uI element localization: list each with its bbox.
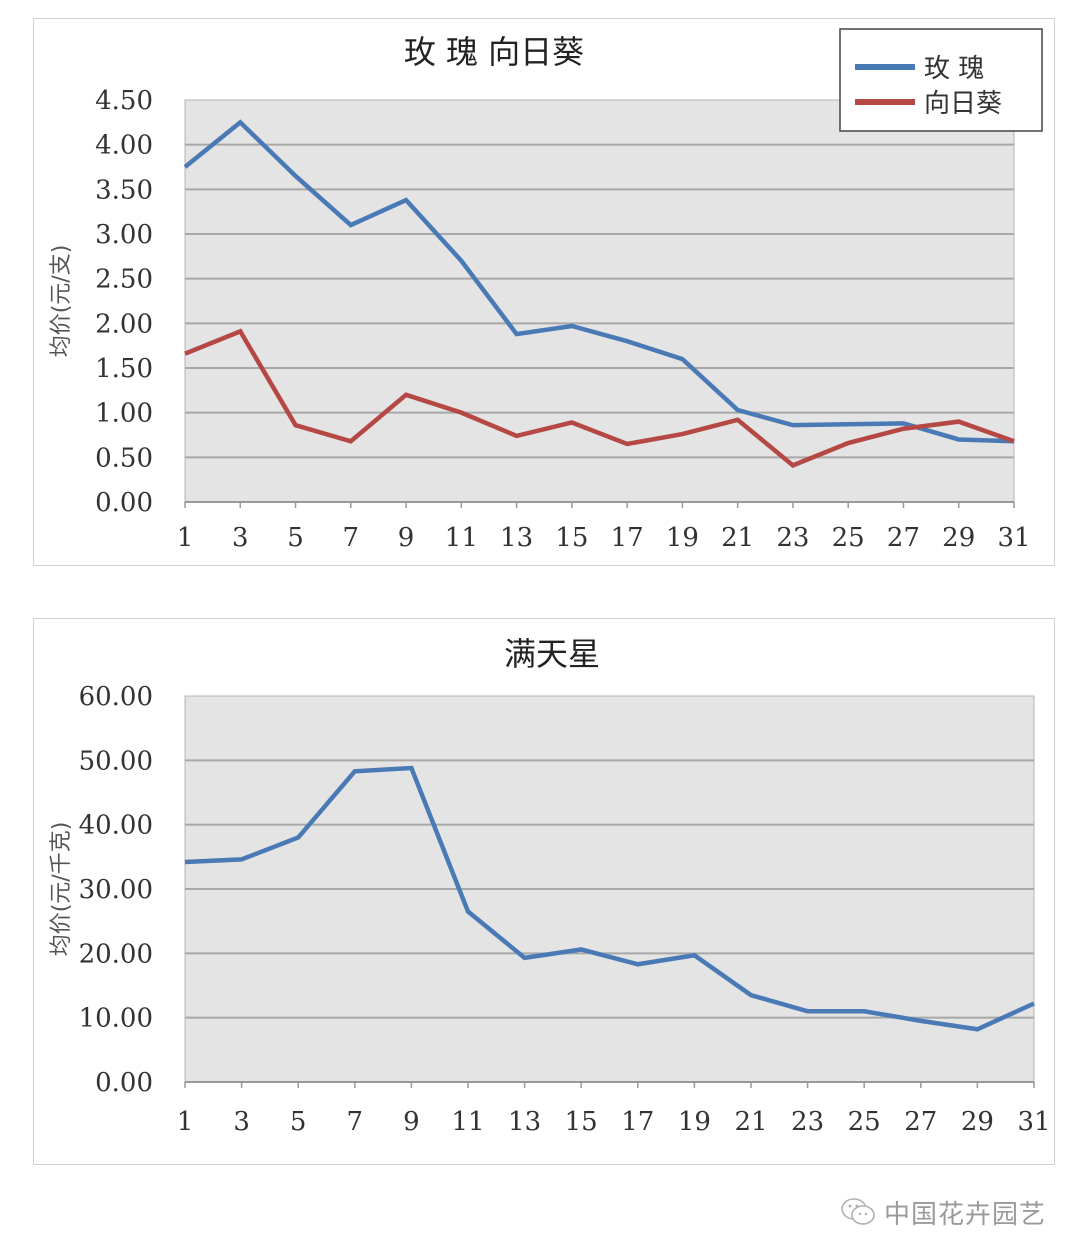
wechat-icon [841,1198,875,1225]
y-tick-label: 10.00 [79,1004,153,1034]
x-tick-label: 1 [177,1107,194,1137]
y-tick-label: 50.00 [79,746,153,776]
y-tick-label: 60.00 [79,682,153,712]
x-tick-label: 17 [611,523,644,553]
y-axis-label: 均价(元/千克) [49,822,74,957]
y-tick-label: 20.00 [79,939,153,969]
x-tick-label: 11 [445,523,478,553]
x-tick-label: 5 [287,523,304,553]
x-tick-label: 19 [678,1107,711,1137]
y-tick-label: 2.50 [95,265,153,295]
watermark-text: 中国花卉园艺 [884,1199,1047,1230]
y-tick-label: 2.00 [95,309,153,339]
x-tick-label: 15 [555,523,588,553]
x-tick-label: 23 [791,1107,824,1137]
chart-title: 满天星 [504,635,600,673]
y-tick-label: 30.00 [79,875,153,905]
chart-gypsophila: 0.00 10.00 20.00 30.00 40.00 50.00 60.00 1 3 5 7 9 1… [33,618,1055,1165]
x-tick-label: 29 [961,1107,994,1137]
y-tick-label: 3.00 [95,220,153,250]
x-tick-label: 15 [565,1107,598,1137]
x-tick-label: 1 [177,523,194,553]
x-tick-label: 21 [721,523,754,553]
x-tick-label: 13 [508,1107,541,1137]
legend-label: 玫 瑰 [924,54,984,84]
series-line [183,119,1015,444]
y-tick-label: 3.50 [95,175,153,205]
x-tick-label: 31 [1017,1107,1050,1137]
x-tick-label: 7 [347,1107,364,1137]
y-tick-label: 0.00 [95,1068,153,1098]
y-tick-label: 0.00 [95,488,153,518]
x-tick-label: 17 [621,1107,654,1137]
x-tick-label: 7 [343,523,360,553]
chart-title: 玫 瑰 向日葵 [404,33,584,71]
y-tick-label: 4.50 [95,86,153,116]
x-tick-label: 25 [848,1107,881,1137]
legend [839,28,1043,132]
x-tick-label: 3 [232,523,249,553]
x-tick-label: 9 [403,1107,420,1137]
series-line [184,765,1035,1032]
x-tick-label: 11 [451,1107,484,1137]
chart-svg-rose-sunflower: 0.00 0.50 1.00 1.50 2.00 2.50 3.00 3.50 4.00 4.50… [49,28,1043,553]
x-tick-label: 5 [290,1107,307,1137]
x-tick-label: 27 [887,523,920,553]
x-tick-label: 3 [233,1107,250,1137]
x-tick-label: 9 [398,523,415,553]
y-axis-label: 均价(元/支) [49,245,74,358]
x-tick-label: 23 [776,523,809,553]
x-tick-label: 29 [942,523,975,553]
x-tick-label: 19 [666,523,699,553]
x-tick-label: 27 [904,1107,937,1137]
plot-area [184,99,1015,503]
y-tick-label: 4.00 [95,131,153,161]
y-tick-label: 1.50 [95,354,153,384]
x-tick-label: 13 [500,523,533,553]
y-tick-label: 1.00 [95,399,153,429]
series-line [184,328,1015,468]
chart-rose-sunflower: 0.00 0.50 1.00 1.50 2.00 2.50 3.00 3.50 4.00 4.50… [33,18,1055,566]
x-tick-label: 25 [832,523,865,553]
x-tick-label: 21 [734,1107,767,1137]
y-tick-label: 0.50 [95,443,153,473]
y-tick-label: 40.00 [79,811,153,841]
legend-label: 向日葵 [924,89,1002,119]
x-tick-label: 31 [997,523,1030,553]
watermark: 中国花卉园艺 [840,1192,1046,1232]
